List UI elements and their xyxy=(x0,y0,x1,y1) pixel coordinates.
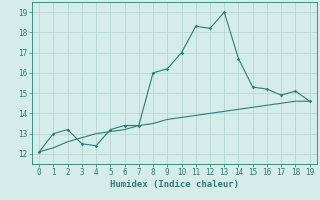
X-axis label: Humidex (Indice chaleur): Humidex (Indice chaleur) xyxy=(110,180,239,189)
